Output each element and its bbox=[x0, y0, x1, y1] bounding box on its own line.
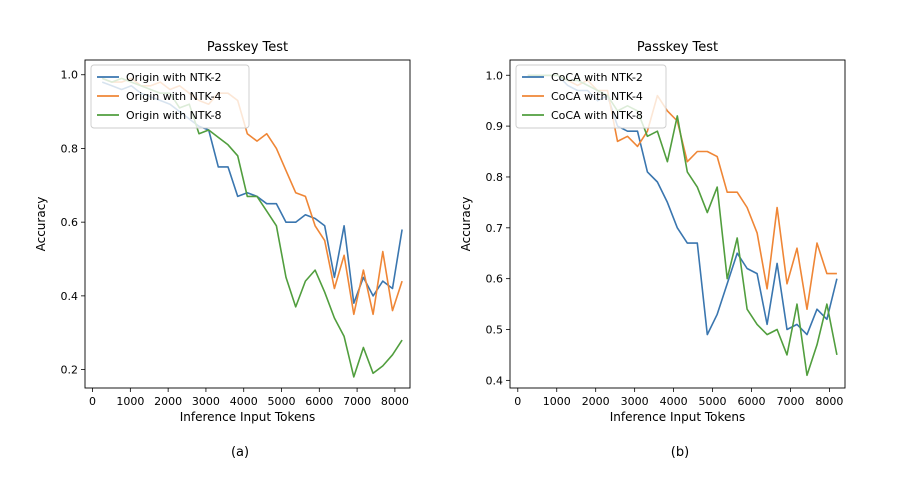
legend: Origin with NTK-2 Origin with NTK-4 Origin… bbox=[90, 64, 250, 129]
x-tick-label: 3000 bbox=[621, 395, 649, 408]
y-tick-label: 0.9 bbox=[486, 120, 504, 133]
y-tick-label: 1.0 bbox=[486, 69, 504, 82]
legend-label-1: CoCA with NTK-2 bbox=[551, 71, 643, 84]
x-tick-label: 4000 bbox=[230, 395, 258, 408]
x-tick-label: 5000 bbox=[699, 395, 727, 408]
x-axis-label: Inference Input Tokens bbox=[610, 410, 746, 424]
x-tick-label: 6000 bbox=[305, 395, 333, 408]
chart-b: Passkey Test 0 1000 2000 3000 4000 5000 6000 700… bbox=[459, 40, 846, 424]
legend: CoCA with NTK-2 CoCA with NTK-4 CoCA with … bbox=[515, 64, 667, 129]
y-tick-label: 0.7 bbox=[486, 222, 504, 235]
y-tick-label: 0.8 bbox=[61, 142, 79, 155]
x-tick-label: 4000 bbox=[660, 395, 688, 408]
plot-frame bbox=[84, 59, 411, 389]
caption-a: (a) bbox=[231, 445, 249, 460]
chart-title: Passkey Test bbox=[207, 40, 288, 55]
x-tick-label: 8000 bbox=[381, 395, 409, 408]
x-tick-label: 7000 bbox=[343, 395, 371, 408]
x-tick-label: 2000 bbox=[582, 395, 610, 408]
legend-box bbox=[515, 64, 667, 129]
legend-label-2: CoCA with NTK-4 bbox=[551, 90, 643, 103]
y-tick-label: 0.2 bbox=[61, 364, 79, 377]
x-tick-label: 0 bbox=[514, 395, 521, 408]
legend-label-2: Origin with NTK-4 bbox=[126, 90, 222, 103]
legend-box bbox=[90, 64, 250, 129]
y-tick-label: 0.6 bbox=[61, 216, 79, 229]
legend-label-1: Origin with NTK-2 bbox=[126, 71, 222, 84]
y-tick-label: 0.4 bbox=[486, 374, 504, 387]
legend-label-3: CoCA with NTK-8 bbox=[551, 109, 643, 122]
y-axis-label: Accuracy bbox=[459, 197, 473, 252]
y-tick-label: 0.4 bbox=[61, 290, 79, 303]
x-axis-label: Inference Input Tokens bbox=[180, 410, 316, 424]
x-tick-label: 1000 bbox=[543, 395, 571, 408]
y-axis-label: Accuracy bbox=[34, 197, 48, 252]
chart-title: Passkey Test bbox=[637, 40, 718, 55]
y-tick-label: 0.8 bbox=[486, 171, 504, 184]
y-tick-label: 1.0 bbox=[61, 69, 79, 82]
x-tick-label: 8000 bbox=[815, 395, 843, 408]
x-tick-label: 2000 bbox=[154, 395, 182, 408]
plot-frame bbox=[509, 59, 846, 389]
chart-a: Passkey Test 0 1000 2000 3000 4000 5000 6000 700… bbox=[34, 40, 411, 424]
x-tick-label: 3000 bbox=[192, 395, 220, 408]
x-tick-label: 7000 bbox=[776, 395, 804, 408]
x-tick-label: 5000 bbox=[268, 395, 296, 408]
y-tick-label: 0.6 bbox=[486, 273, 504, 286]
x-tick-label: 1000 bbox=[116, 395, 144, 408]
x-tick-label: 6000 bbox=[738, 395, 766, 408]
x-tick-label: 0 bbox=[89, 395, 96, 408]
y-tick-label: 0.5 bbox=[486, 324, 504, 337]
legend-label-3: Origin with NTK-8 bbox=[126, 109, 222, 122]
caption-b: (b) bbox=[671, 445, 689, 460]
